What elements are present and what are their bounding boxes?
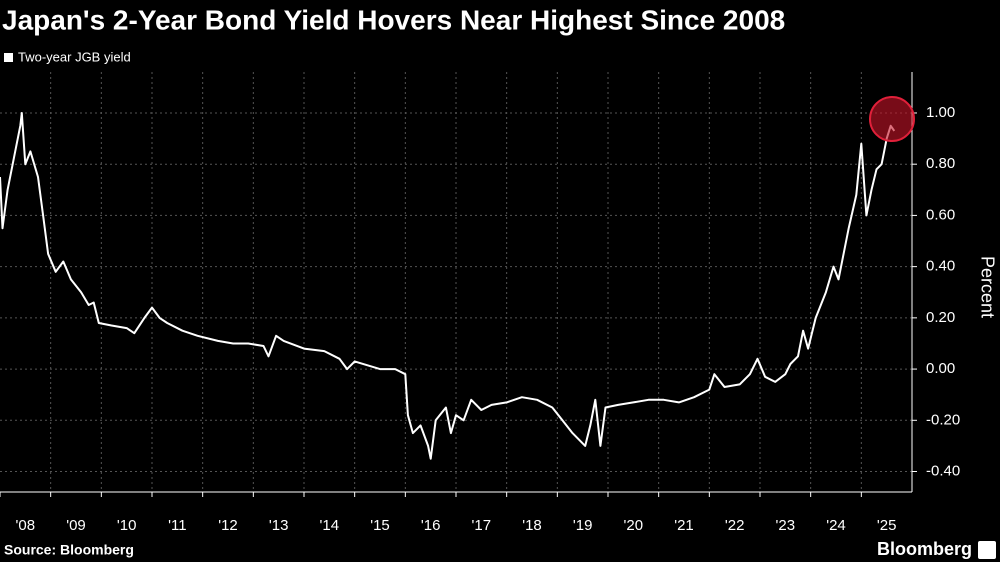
x-tick-label: '09 [66,517,86,534]
x-tick-label: '13 [269,517,289,534]
series-line [0,112,896,460]
x-tick-label: '08 [16,517,36,534]
x-tick-label: '11 [168,517,186,534]
y-axis-label: Percent [977,256,997,318]
x-tick-label: '15 [370,517,390,534]
legend-swatch [4,53,13,62]
x-tick-label: '21 [674,517,694,534]
x-tick-label: '17 [472,517,492,534]
y-tick-label: 0.60 [926,206,955,223]
y-tick-label: 0.40 [926,258,955,275]
logo: Bloomberg [877,539,972,559]
x-tick-label: '12 [218,517,238,534]
x-tick-label: '14 [320,517,340,534]
logo-icon [978,541,996,559]
x-tick-label: '20 [624,517,644,534]
legend-label: Two-year JGB yield [18,49,131,64]
x-tick-label: '25 [877,517,897,534]
source: Source: Bloomberg [4,542,134,558]
plot: -0.40 -0.20 0.00 0.20 0.40 0.60 0.80 1.00 '08 '09… [0,72,960,534]
x-tick-label: '10 [117,517,137,534]
x-tick-label: '16 [421,517,441,534]
highlight-circle [869,96,915,142]
y-tick-label: 0.00 [926,360,955,377]
x-tick-label: '24 [826,517,846,534]
y-tick-label: 0.20 [926,309,955,326]
chart-title: Japan's 2-Year Bond Yield Hovers Near Hi… [2,4,785,35]
y-tick-label: -0.40 [926,462,960,479]
x-tick-label: '19 [573,517,593,534]
y-tick-label: 0.80 [926,155,955,172]
x-tick-label: '23 [776,517,796,534]
y-tick-label: 1.00 [926,104,955,121]
y-tick-label: -0.20 [926,411,960,428]
x-tick-label: '22 [725,517,745,534]
x-tick-label: '18 [522,517,542,534]
